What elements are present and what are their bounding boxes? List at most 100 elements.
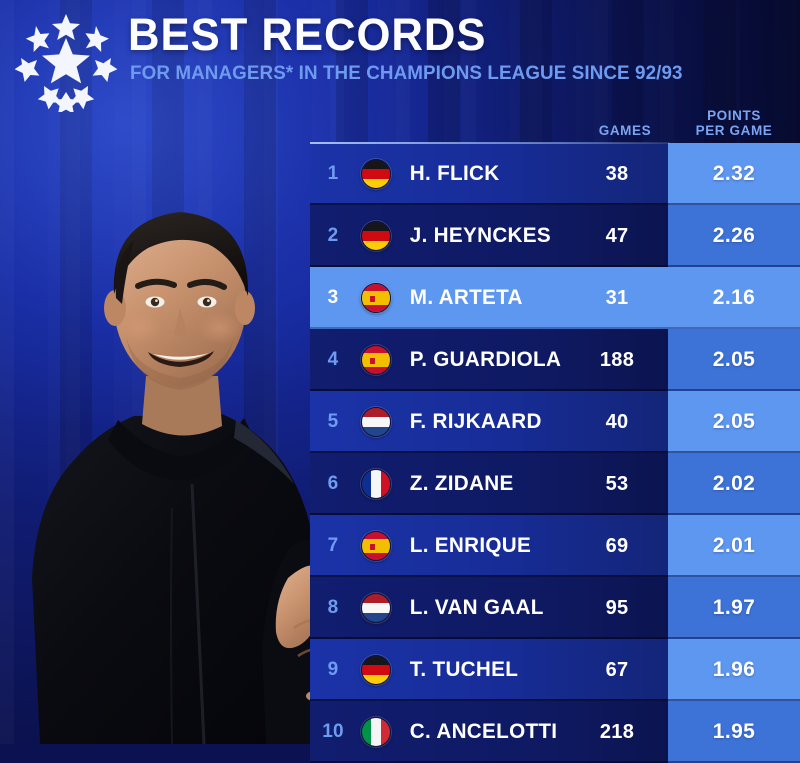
- row-divider: [310, 699, 668, 701]
- row-manager-name: C. ANCELOTTI: [409, 720, 558, 743]
- row-divider: [310, 513, 668, 515]
- flag-icon-france: [361, 469, 391, 499]
- flag-icon-italy: [361, 717, 391, 747]
- table-row[interactable]: 3 M. ARTETA 31 2.16: [310, 267, 800, 329]
- row-divider: [310, 637, 668, 639]
- row-flag: [356, 655, 396, 685]
- row-points-per-game: 2.32: [712, 162, 756, 185]
- row-main-cells: 1 H. FLICK 38: [310, 143, 668, 205]
- table-row[interactable]: 7 L. ENRIQUE 69 2.01: [310, 515, 800, 577]
- row-main-cells: 4 P. GUARDIOLA 188: [310, 329, 668, 391]
- row-points-per-game: 2.05: [712, 348, 756, 371]
- rankings-table: 1 H. FLICK 38 2.32 2 J. HEYNCKES 47 2.26 3 M. ART…: [310, 143, 800, 763]
- row-manager-name: P. GUARDIOLA: [409, 348, 562, 371]
- flag-icon-germany: [361, 221, 391, 251]
- row-games: 38: [605, 162, 629, 185]
- row-divider-right: [668, 451, 800, 453]
- row-rank: 1: [327, 163, 339, 184]
- row-points-per-game-cell: 2.32: [668, 143, 800, 205]
- row-points-per-game: 1.97: [712, 596, 756, 619]
- flag-icon-germany: [361, 655, 391, 685]
- row-games: 69: [605, 534, 629, 557]
- row-points-per-game: 2.16: [712, 286, 756, 309]
- table-row[interactable]: 8 L. VAN GAAL 95 1.97: [310, 577, 800, 639]
- row-points-per-game-cell: 2.05: [668, 329, 800, 391]
- row-points-per-game-cell: 2.16: [668, 267, 800, 329]
- row-points-per-game: 2.26: [712, 224, 756, 247]
- column-header-games: GAMES: [598, 123, 652, 138]
- row-divider-right: [668, 203, 800, 205]
- row-manager-name: L. ENRIQUE: [409, 534, 532, 557]
- row-games: 53: [605, 472, 629, 495]
- row-main-cells: 2 J. HEYNCKES 47: [310, 205, 668, 267]
- table-row[interactable]: 6 Z. ZIDANE 53 2.02: [310, 453, 800, 515]
- row-flag: [356, 717, 396, 747]
- header: BEST RECORDS FOR MANAGERS* IN THE CHAMPI…: [0, 0, 800, 114]
- flag-crest-icon: [369, 357, 376, 365]
- row-manager-name: Z. ZIDANE: [409, 472, 514, 495]
- row-points-per-game: 1.96: [712, 658, 756, 681]
- row-flag: [356, 593, 396, 623]
- flag-icon-spain: [361, 345, 391, 375]
- table-row[interactable]: 2 J. HEYNCKES 47 2.26: [310, 205, 800, 267]
- row-divider-right: [668, 575, 800, 577]
- row-main-cells: 6 Z. ZIDANE 53: [310, 453, 668, 515]
- row-flag: [356, 221, 396, 251]
- row-manager-name: J. HEYNCKES: [409, 224, 551, 247]
- column-headers: GAMES POINTS PER GAME: [0, 103, 800, 143]
- row-points-per-game-cell: 2.02: [668, 453, 800, 515]
- row-flag: [356, 283, 396, 313]
- row-divider-right: [668, 513, 800, 515]
- row-main-cells: 3 M. ARTETA 31: [310, 267, 668, 329]
- row-divider-right: [668, 637, 800, 639]
- row-points-per-game-cell: 2.05: [668, 391, 800, 453]
- row-rank: 8: [327, 597, 339, 618]
- table-row[interactable]: 9 T. TUCHEL 67 1.96: [310, 639, 800, 701]
- table-row[interactable]: 1 H. FLICK 38 2.32: [310, 143, 800, 205]
- row-games: 188: [599, 348, 635, 371]
- row-manager-name: L. VAN GAAL: [409, 596, 544, 619]
- row-main-cells: 10 C. ANCELOTTI 218: [310, 701, 668, 763]
- page-title: BEST RECORDS: [128, 9, 487, 60]
- flag-crest-icon: [369, 543, 376, 551]
- row-main-cells: 5 F. RIJKAARD 40: [310, 391, 668, 453]
- row-flag: [356, 345, 396, 375]
- row-manager-name: T. TUCHEL: [409, 658, 519, 681]
- row-flag: [356, 159, 396, 189]
- row-games: 31: [605, 286, 629, 309]
- row-points-per-game: 1.95: [712, 720, 756, 743]
- row-points-per-game-cell: 1.97: [668, 577, 800, 639]
- row-games: 67: [605, 658, 629, 681]
- row-points-per-game-cell: 2.26: [668, 205, 800, 267]
- row-points-per-game: 2.01: [712, 534, 756, 557]
- table-row[interactable]: 5 F. RIJKAARD 40 2.05: [310, 391, 800, 453]
- page-subtitle: FOR MANAGERS* IN THE CHAMPIONS LEAGUE SI…: [130, 62, 683, 84]
- table-top-divider: [310, 142, 670, 144]
- champions-league-starball-icon: [14, 8, 118, 114]
- flag-crest-icon: [369, 295, 376, 303]
- row-rank: 5: [327, 411, 339, 432]
- row-rank: 7: [327, 535, 339, 556]
- row-flag: [356, 469, 396, 499]
- column-header-points-line1: POINTS: [707, 108, 761, 123]
- row-flag: [356, 407, 396, 437]
- row-main-cells: 8 L. VAN GAAL 95: [310, 577, 668, 639]
- table-row[interactable]: 4 P. GUARDIOLA 188 2.05: [310, 329, 800, 391]
- row-rank: 3: [327, 287, 339, 308]
- row-divider: [310, 327, 668, 329]
- flag-icon-germany: [361, 159, 391, 189]
- row-games: 40: [605, 410, 629, 433]
- row-flag: [356, 531, 396, 561]
- row-divider-right: [668, 265, 800, 267]
- row-main-cells: 9 T. TUCHEL 67: [310, 639, 668, 701]
- row-divider: [310, 451, 668, 453]
- row-main-cells: 7 L. ENRIQUE 69: [310, 515, 668, 577]
- row-manager-name: F. RIJKAARD: [409, 410, 542, 433]
- row-divider: [310, 575, 668, 577]
- row-points-per-game: 2.02: [712, 472, 756, 495]
- table-row[interactable]: 10 C. ANCELOTTI 218 1.95: [310, 701, 800, 763]
- flag-icon-netherlands: [361, 407, 391, 437]
- row-divider-right: [668, 389, 800, 391]
- row-points-per-game-cell: 2.01: [668, 515, 800, 577]
- row-points-per-game-cell: 1.95: [668, 701, 800, 763]
